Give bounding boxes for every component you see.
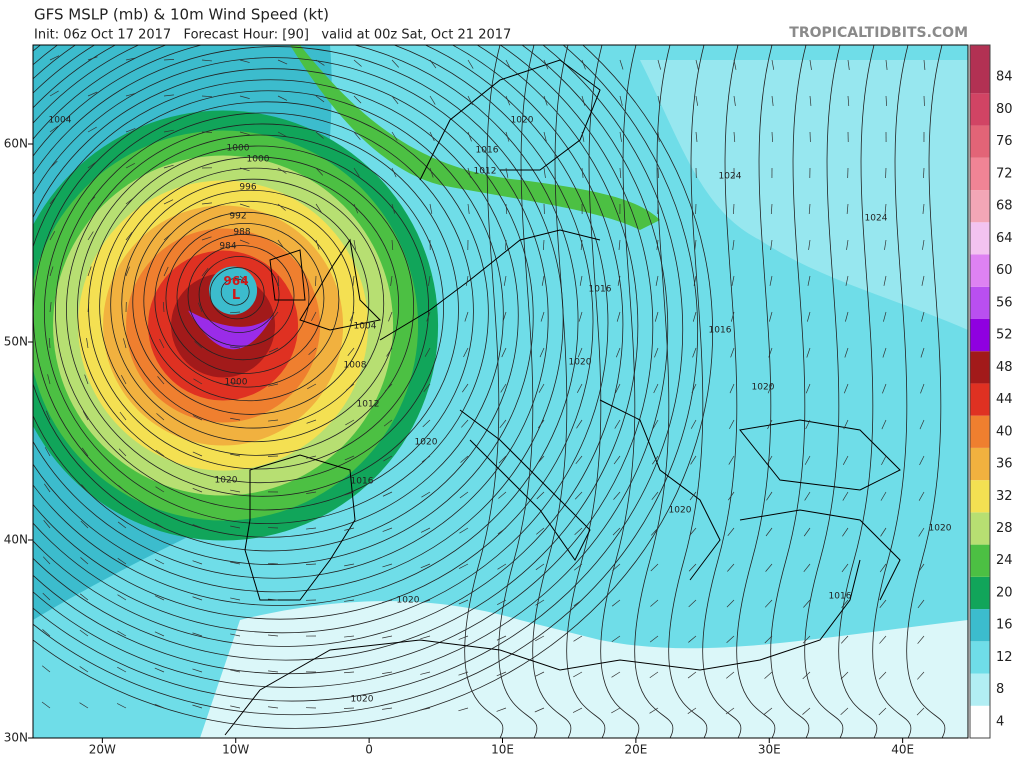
colorbar-segment: [970, 319, 990, 351]
colorbar-label: 44: [996, 392, 1013, 407]
colorbar-segment: [970, 545, 990, 577]
subtitle: Init: 06z Oct 17 2017 Forecast Hour: [90…: [34, 28, 511, 43]
colorbar-label: 72: [996, 166, 1013, 181]
colorbar-label: 28: [996, 521, 1013, 536]
isobar-label: 1016: [709, 326, 732, 336]
isobar-label: 1024: [865, 214, 888, 224]
isobar-label: 992: [229, 212, 246, 222]
isobar-label: 1020: [511, 116, 534, 126]
colorbar-label: 80: [996, 102, 1013, 117]
colorbar-segment: [970, 383, 990, 415]
colorbar-segment: [970, 416, 990, 448]
colorbar-segment: [970, 222, 990, 254]
isobar-label: 1000: [247, 155, 270, 165]
colorbar-label: 32: [996, 489, 1013, 504]
y-tick-label: 30N: [4, 731, 28, 745]
y-tick-label: 40N: [4, 533, 28, 547]
colorbar-label: 8: [996, 682, 1004, 697]
colorbar-label: 68: [996, 199, 1013, 214]
colorbar-segment: [970, 126, 990, 158]
isobar-label: 1020: [669, 506, 692, 516]
y-tick-label: 60N: [4, 137, 28, 151]
isobar-label: 1020: [752, 383, 775, 393]
colorbar-label: 84: [996, 70, 1013, 85]
isobar-label: 1020: [351, 695, 374, 705]
y-tick-label: 50N: [4, 335, 28, 349]
colorbar-segment: [970, 577, 990, 609]
isobar-label: 1020: [929, 524, 952, 534]
isobar-label: 1020: [569, 358, 592, 368]
colorbar-segment: [970, 512, 990, 544]
isobar-label: 1020: [397, 596, 420, 606]
colorbar-label: 4: [996, 714, 1004, 729]
isobar-label: 1004: [354, 322, 377, 332]
title: GFS MSLP (mb) & 10m Wind Speed (kt): [34, 6, 329, 24]
isobar-label: 1016: [476, 146, 499, 156]
colorbar-label: 56: [996, 295, 1013, 310]
colorbar-segment: [970, 287, 990, 319]
colorbar-segment: [970, 706, 990, 738]
x-tick-label: 10E: [491, 743, 514, 757]
isobar-label: 1000: [225, 378, 248, 388]
colorbar-segment: [970, 641, 990, 673]
colorbar-label: 52: [996, 328, 1013, 343]
isobar-label: 984: [219, 242, 236, 252]
brand: TROPICALTIDBITS.COM: [789, 25, 968, 41]
low-label: 964: [224, 274, 249, 288]
x-tick-label: 40E: [891, 743, 914, 757]
low-marker: L: [232, 288, 240, 303]
colorbar-label: 60: [996, 263, 1013, 278]
x-tick-label: 20W: [89, 743, 116, 757]
x-tick-label: 20E: [624, 743, 647, 757]
isobar-label: 1008: [344, 361, 367, 371]
colorbar-label: 76: [996, 134, 1013, 149]
colorbar-segment: [970, 609, 990, 641]
isobar-label: 1024: [719, 172, 742, 182]
colorbar-label: 20: [996, 585, 1013, 600]
colorbar-segment: [970, 158, 990, 190]
isobar-label: 996: [239, 183, 256, 193]
colorbar-segment: [970, 45, 990, 93]
isobar-label: 1016: [351, 477, 374, 487]
colorbar-label: 64: [996, 231, 1013, 246]
colorbar-segment: [970, 448, 990, 480]
x-tick-label: 0: [365, 743, 373, 757]
isobar-label: 1020: [215, 476, 238, 486]
isobar-label: 1016: [589, 285, 612, 295]
colorbar-label: 40: [996, 424, 1013, 439]
map-area: 964L100410001000996992988984100010041008…: [0, 0, 968, 738]
isobar-label: 1020: [415, 438, 438, 448]
isobar-label: 1012: [474, 167, 497, 177]
colorbar-label: 12: [996, 650, 1013, 665]
isobar-label: 1012: [357, 400, 380, 410]
colorbar-segment: [970, 93, 990, 125]
colorbar-label: 48: [996, 360, 1013, 375]
colorbar-label: 24: [996, 553, 1013, 568]
x-tick-label: 30E: [758, 743, 781, 757]
colorbar-label: 36: [996, 457, 1013, 472]
isobar-label: 988: [233, 228, 250, 238]
x-tick-label: 10W: [222, 743, 249, 757]
colorbar-segment: [970, 480, 990, 512]
colorbar-label: 16: [996, 618, 1013, 633]
isobar-label: 1016: [829, 592, 852, 602]
colorbar-segment: [970, 255, 990, 287]
isobar-label: 1000: [227, 144, 250, 154]
colorbar-segment: [970, 190, 990, 222]
colorbar-segment: [970, 674, 990, 706]
isobar-label: 1004: [49, 116, 72, 126]
colorbar-segment: [970, 351, 990, 383]
